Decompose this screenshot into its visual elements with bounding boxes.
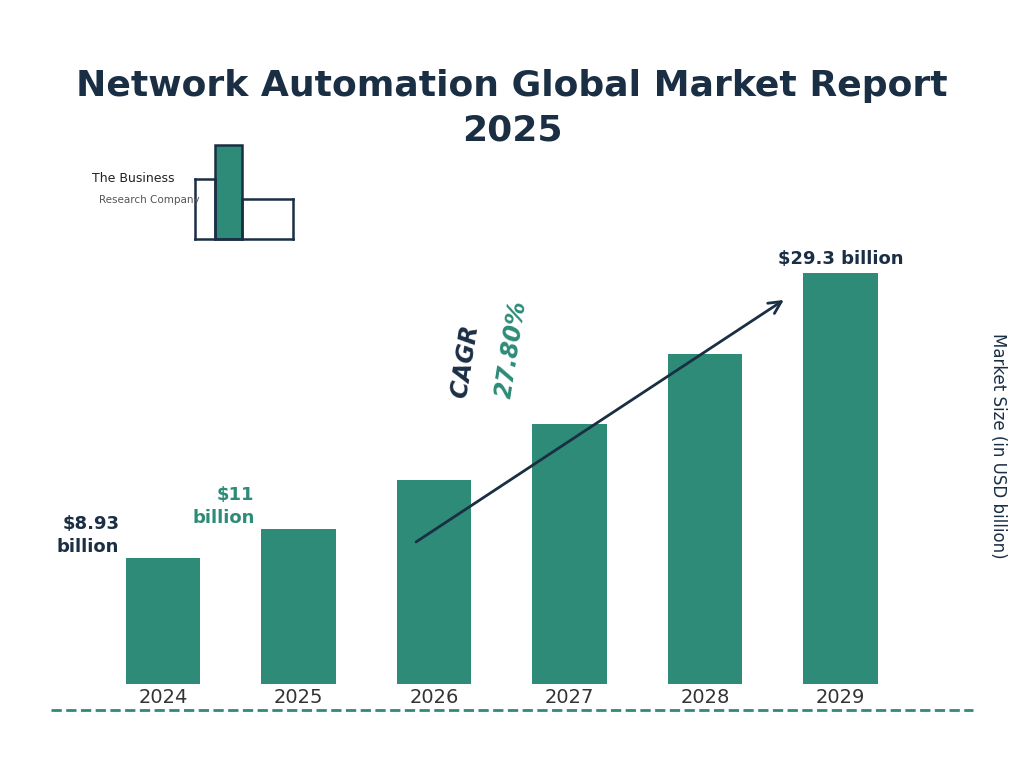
Bar <box>668 354 742 684</box>
Text: 27.80%: 27.80% <box>492 299 530 400</box>
Text: CAGR: CAGR <box>449 316 484 400</box>
Text: $11
billion: $11 billion <box>193 486 255 527</box>
Bar <box>215 145 242 239</box>
Text: $29.3 billion: $29.3 billion <box>777 250 903 267</box>
Bar <box>397 481 471 684</box>
Text: $8.93
billion: $8.93 billion <box>56 515 119 556</box>
Bar <box>126 558 201 684</box>
Bar <box>532 425 606 684</box>
Text: Research Company: Research Company <box>99 195 200 205</box>
Bar <box>261 529 336 684</box>
Bar <box>803 273 878 684</box>
Text: The Business: The Business <box>92 172 175 185</box>
Text: Network Automation Global Market Report
2025: Network Automation Global Market Report … <box>76 69 948 148</box>
Text: Market Size (in USD billion): Market Size (in USD billion) <box>989 333 1008 558</box>
